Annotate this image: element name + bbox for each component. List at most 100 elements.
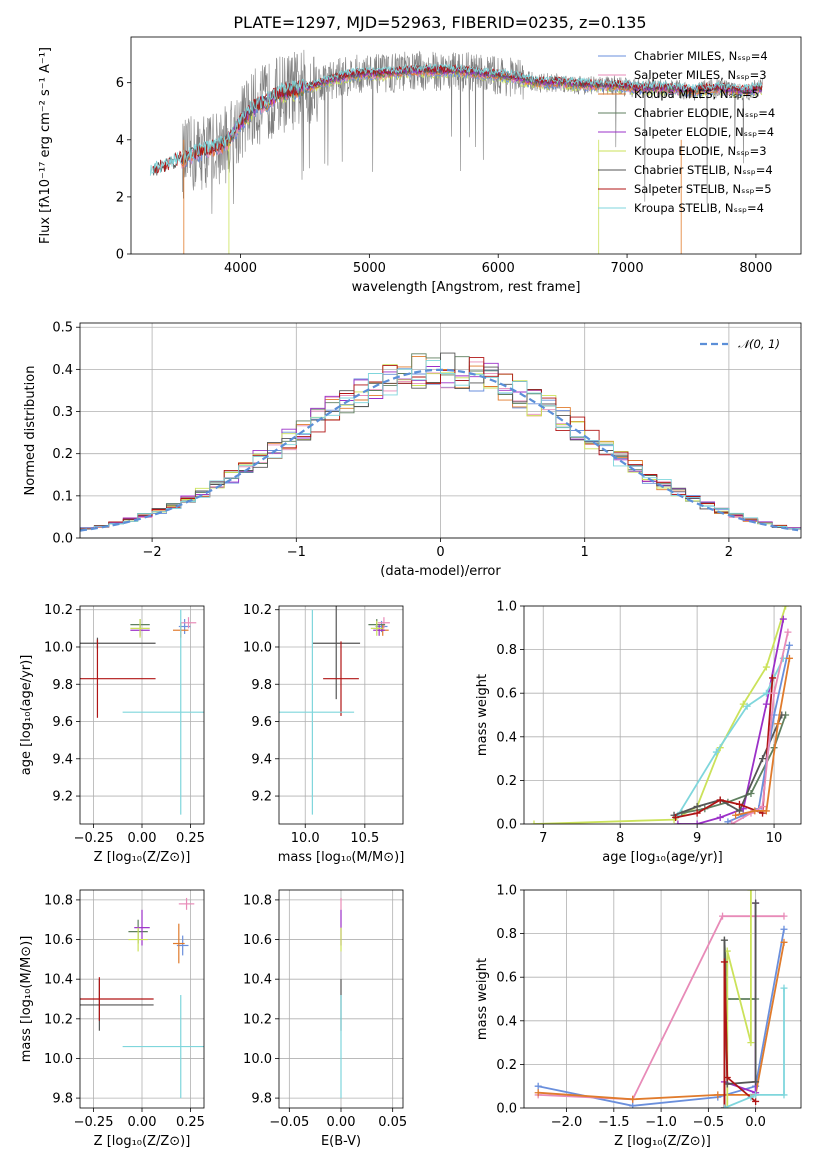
tick-label-x: −1.5	[598, 1115, 630, 1130]
marker-salpeter_elodie	[779, 615, 787, 623]
marker-kroupa_elodie	[739, 700, 747, 708]
legend-label-kroupa_elodie: Kroupa ELODIE, Nₛₛₚ=3	[634, 144, 767, 158]
marker-salpeter_elodie	[716, 813, 724, 821]
marker-salpeter_miles	[719, 912, 727, 920]
tick-label-y: 0.4	[496, 730, 517, 745]
x-axis-label: age [log₁₀(age/yr)]	[602, 850, 723, 865]
marker-kroupa_miles	[774, 720, 782, 728]
tick-label-y: 0.2	[496, 1058, 517, 1073]
tick-label-y: 1.0	[496, 884, 517, 899]
tick-label-x: 0.05	[378, 1115, 407, 1130]
marker-chabrier_miles	[534, 1082, 542, 1090]
marker-kroupa_elodie	[747, 1039, 755, 1047]
tick-label-x: −0.05	[269, 1115, 309, 1130]
tick-label-y: 9.6	[251, 715, 272, 730]
marker-salpeter_miles	[728, 820, 736, 824]
panel-residuals: −2 −1 0 1 2 0.0 0.1 0.2 0.3 0.4 0.5 (data-model)/er…	[23, 321, 802, 579]
tick-label-x: 0.00	[128, 831, 157, 846]
tick-label-y: 4	[116, 133, 124, 148]
plot-area-massweight_vs_Z	[534, 890, 788, 1108]
marker-kroupa_stelib	[780, 984, 788, 992]
marker-chabrier_miles	[785, 641, 793, 649]
marker-kroupa_stelib	[747, 1093, 755, 1101]
tick-label-y: 10.0	[44, 640, 73, 655]
mass-weight-line-salpeter_stelib	[723, 961, 757, 1108]
marker-salpeter_stelib	[720, 958, 728, 966]
y-axis-label: mass weight	[475, 674, 490, 756]
marker-chabrier_miles	[629, 1102, 637, 1108]
tick-label-y: 2	[116, 190, 124, 205]
plot-area-age_vs_mass	[279, 606, 390, 815]
marker-kroupa_miles	[534, 1089, 542, 1097]
mass-weight-line-kroupa_elodie	[726, 890, 752, 1108]
tick-label-x: 10	[766, 831, 783, 846]
marker-chabrier_miles	[724, 818, 732, 824]
marker-kroupa_miles	[785, 654, 793, 662]
legend-residuals: 𝒩(0, 1)	[700, 337, 780, 351]
axes-frame	[79, 322, 802, 539]
tick-label-x: 7000	[611, 261, 644, 276]
observed-spectrum-line	[182, 49, 763, 214]
plot-area-residuals	[80, 352, 801, 532]
axes-frame	[523, 889, 802, 1109]
tick-label-y: 9.8	[52, 678, 73, 693]
y-axis-label: age [log₁₀(age/yr)]	[19, 655, 34, 776]
marker-chabrier_elodie	[747, 789, 755, 797]
hist-chabrier_stelib	[80, 352, 801, 530]
tick-label-x: 8	[616, 831, 624, 846]
marker-chabrier_stelib	[752, 899, 760, 907]
marker-salpeter_stelib	[693, 809, 701, 817]
mass-weight-line-chabrier_stelib	[673, 714, 783, 817]
model-spectrum-salpeter_stelib	[152, 63, 763, 174]
tick-label-x: −0.25	[74, 831, 114, 846]
marker-kroupa_stelib	[712, 748, 720, 756]
marker-salpeter_stelib	[735, 800, 743, 808]
tick-label-y: 0.8	[496, 643, 517, 658]
tick-label-y: 10.0	[243, 640, 272, 655]
x-axis-label: wavelength [Angstrom, rest frame]	[352, 280, 581, 295]
tick-label-y: 9.2	[251, 790, 272, 805]
marker-chabrier_stelib	[693, 803, 701, 811]
tick-label-y: 10.8	[243, 893, 272, 908]
marker-salpeter_elodie	[762, 700, 770, 708]
marker-kroupa_miles	[629, 1095, 637, 1103]
mass-weight-line-chabrier_miles	[727, 645, 791, 823]
axes-frame	[278, 605, 404, 825]
panel-massweight_vs_age: 7 8 9 10 0.0 0.2 0.4 0.6 0.8 1.0 age [log₁₀(age/yr…	[475, 600, 802, 865]
tick-label-x: 1	[581, 545, 589, 560]
marker-chabrier_stelib	[752, 1078, 760, 1086]
tick-label-y: 9.8	[251, 1092, 272, 1107]
marker-kroupa_elodie	[530, 820, 538, 824]
plot-area-age_vs_Z	[80, 609, 204, 815]
tick-label-y: 0.0	[496, 1102, 517, 1117]
x-axis-label: Z [log₁₀(Z/Z⊙)]	[94, 1134, 191, 1149]
panel-age_vs_mass: 10.0 10.5 9.2 9.4 9.6 9.8 10.0 10.2 mass [log₁₀(…	[243, 603, 404, 865]
legend-label-kroupa_stelib: Kroupa STELIB, Nₛₛₚ=4	[634, 201, 764, 215]
tick-label-y: 0.8	[496, 927, 517, 942]
legend-label-salpeter_stelib: Salpeter STELIB, Nₛₛₚ=5	[634, 182, 772, 196]
tick-label-y: 1.0	[496, 600, 517, 615]
marker-kroupa_elodie	[747, 890, 755, 894]
marker-kroupa_stelib	[762, 689, 770, 697]
marker-salpeter_stelib	[752, 1097, 760, 1105]
tick-label-y: 0.6	[496, 971, 517, 986]
tick-label-y: 0.1	[52, 489, 73, 504]
tick-label-y: 9.4	[52, 752, 73, 767]
legend-label-chabrier_miles: Chabrier MILES, Nₛₛₚ=4	[634, 49, 768, 63]
tick-label-x: 4000	[224, 261, 257, 276]
tick-label-y: 10.4	[44, 973, 73, 988]
marker-salpeter_stelib	[672, 813, 680, 821]
tick-label-x: 6000	[482, 261, 515, 276]
tick-label-x: 10.0	[291, 831, 320, 846]
axes-frame	[79, 889, 205, 1109]
legend-label-chabrier_elodie: Chabrier ELODIE, Nₛₛₚ=4	[634, 106, 775, 120]
tick-label-x: 0.00	[128, 1115, 157, 1130]
tick-label-y: 0.3	[52, 405, 73, 420]
marker-chabrier_miles	[780, 925, 788, 933]
panel-age_vs_Z: −0.25 0.00 0.25 9.2 9.4 9.6 9.8 10.0 10.2 Z [log₁…	[19, 603, 205, 865]
y-axis-label: Normed distribution	[23, 366, 38, 496]
tick-label-y: 10.6	[44, 933, 73, 948]
mass-weight-line-salpeter_elodie	[677, 618, 785, 824]
tick-label-x: −1.0	[645, 1115, 677, 1130]
marker-kroupa_elodie	[723, 1104, 731, 1108]
